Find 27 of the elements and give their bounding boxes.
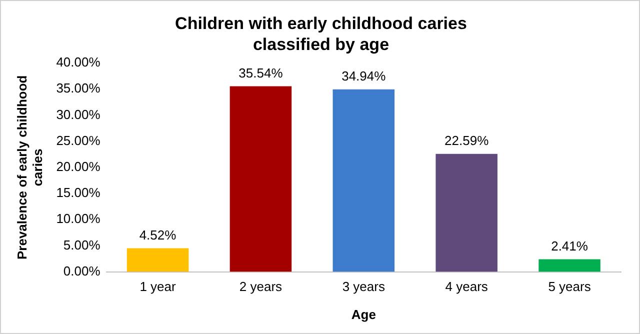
- data-label: 34.94%: [342, 68, 386, 84]
- x-axis-title: Age: [351, 306, 376, 322]
- y-tick-label: 25.00%: [56, 132, 101, 148]
- y-tick-label: 40.00%: [56, 54, 101, 70]
- y-tick-label: 30.00%: [56, 106, 101, 122]
- bar: [538, 259, 600, 272]
- y-tick-label: 15.00%: [56, 185, 101, 200]
- x-tick-label: 2 years: [239, 279, 283, 294]
- x-tick-label: 4 years: [445, 279, 488, 294]
- x-tick-label: 3 years: [342, 279, 386, 294]
- y-tick-label: 5.00%: [63, 237, 101, 252]
- y-tick-label: 0.00%: [63, 263, 101, 278]
- y-tick-label: 10.00%: [56, 211, 101, 226]
- bar: [126, 248, 189, 272]
- data-label: 22.59%: [444, 132, 490, 148]
- x-tick-label: 5 years: [548, 279, 592, 294]
- bar: [332, 89, 395, 272]
- y-tick-label: 35.00%: [56, 80, 101, 96]
- data-label: 35.54%: [238, 65, 284, 80]
- bar: [436, 154, 498, 272]
- chart-title: Children with early childhood caries classified by age: [174, 13, 468, 55]
- x-tick-label: 1 year: [140, 279, 176, 294]
- data-label: 2.41%: [551, 238, 588, 254]
- y-axis-title: Prevalence of early childhood caries: [14, 75, 45, 260]
- bar: [230, 86, 292, 272]
- y-tick-label: 20.00%: [56, 158, 101, 174]
- data-label: 4.52%: [139, 227, 177, 242]
